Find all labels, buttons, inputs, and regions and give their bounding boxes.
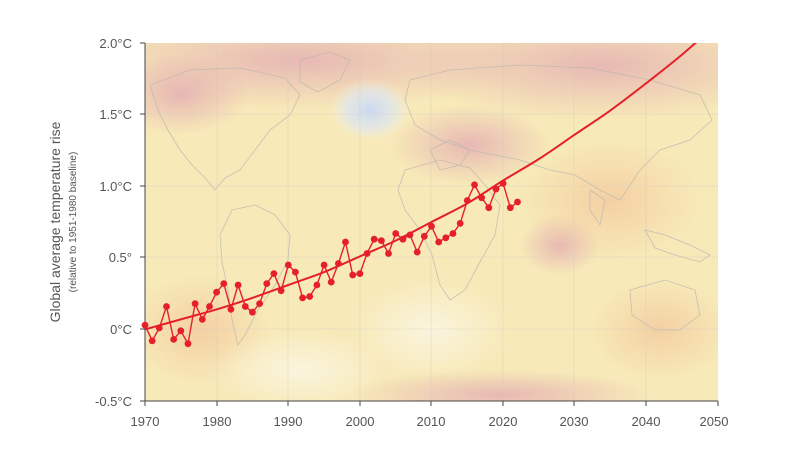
- y-tick-label: 1.0°C: [99, 179, 132, 194]
- y-tick-label: -0.5°C: [95, 394, 132, 409]
- data-point: [213, 288, 221, 296]
- trend-layer: [145, 43, 697, 331]
- data-point: [492, 185, 500, 193]
- data-point: [313, 281, 321, 289]
- data-point: [155, 324, 163, 332]
- data-point: [177, 327, 185, 335]
- data-point: [399, 235, 407, 243]
- data-point: [428, 222, 435, 230]
- data-point: [284, 261, 292, 269]
- x-tick-label: 2020: [489, 414, 518, 429]
- data-point: [335, 260, 342, 267]
- y-tick-label: 0°C: [110, 322, 132, 337]
- data-point: [270, 270, 278, 277]
- data-point: [406, 231, 414, 239]
- data-point: [356, 270, 364, 277]
- data-point: [435, 238, 443, 246]
- data-point: [506, 204, 514, 212]
- data-point: [263, 280, 271, 287]
- x-tick-label: 1970: [131, 414, 160, 429]
- x-axis-ticks: 1970 1980 1990 2000 2010 2020 2030 2040 …: [131, 401, 729, 429]
- data-point: [456, 220, 464, 227]
- data-point: [370, 235, 378, 243]
- data-point: [234, 281, 242, 289]
- y-tick-label: 2.0°C: [99, 36, 132, 51]
- y-tick-label: 0.5°: [109, 250, 132, 265]
- data-point: [320, 261, 328, 269]
- x-tick-label: 1990: [274, 414, 303, 429]
- data-point: [148, 337, 156, 345]
- data-point: [256, 300, 263, 307]
- data-point: [306, 293, 314, 300]
- data-point: [471, 181, 478, 189]
- x-tick-label: 2050: [700, 414, 729, 429]
- y-axis-title: Global average temperature rise: [47, 121, 63, 322]
- data-point: [392, 230, 400, 237]
- data-point: [514, 198, 521, 206]
- data-point: [227, 306, 235, 313]
- data-point: [378, 237, 385, 245]
- data-point: [478, 194, 485, 202]
- x-tick-label: 2040: [632, 414, 661, 429]
- data-point: [463, 197, 471, 204]
- y-tick-label: 1.5°C: [99, 107, 132, 122]
- x-tick-label: 2030: [560, 414, 589, 429]
- data-point: [420, 232, 428, 240]
- data-point: [485, 204, 493, 212]
- data-point: [198, 316, 206, 323]
- data-point: [249, 308, 256, 316]
- y-axis-ticks: 2.0°C 1.5°C 1.0°C 0.5° 0°C -0.5°C: [95, 36, 145, 409]
- data-point: [342, 238, 349, 246]
- trend-line: [145, 43, 697, 331]
- data-point: [163, 303, 170, 310]
- data-point: [442, 234, 450, 242]
- data-point: [241, 303, 249, 310]
- data-point: [449, 230, 457, 237]
- data-point: [191, 300, 199, 307]
- data-point: [385, 250, 392, 257]
- data-point: [327, 278, 335, 286]
- x-tick-label: 2010: [417, 414, 446, 429]
- data-point: [184, 340, 192, 348]
- data-point: [349, 271, 357, 279]
- data-point: [206, 303, 213, 310]
- background-map: [145, 43, 718, 401]
- data-point: [292, 268, 299, 276]
- x-tick-label: 2000: [346, 414, 375, 429]
- data-point: [363, 250, 371, 257]
- data-point: [220, 280, 228, 287]
- data-point: [170, 336, 178, 343]
- data-point: [499, 179, 507, 187]
- data-point: [413, 248, 421, 256]
- data-point: [299, 294, 306, 302]
- observed-series: [141, 179, 521, 348]
- x-tick-label: 1980: [203, 414, 232, 429]
- data-point: [141, 321, 149, 329]
- y-axis-subtitle: (relative to 1951-1980 baseline): [68, 152, 79, 293]
- data-point: [277, 287, 285, 295]
